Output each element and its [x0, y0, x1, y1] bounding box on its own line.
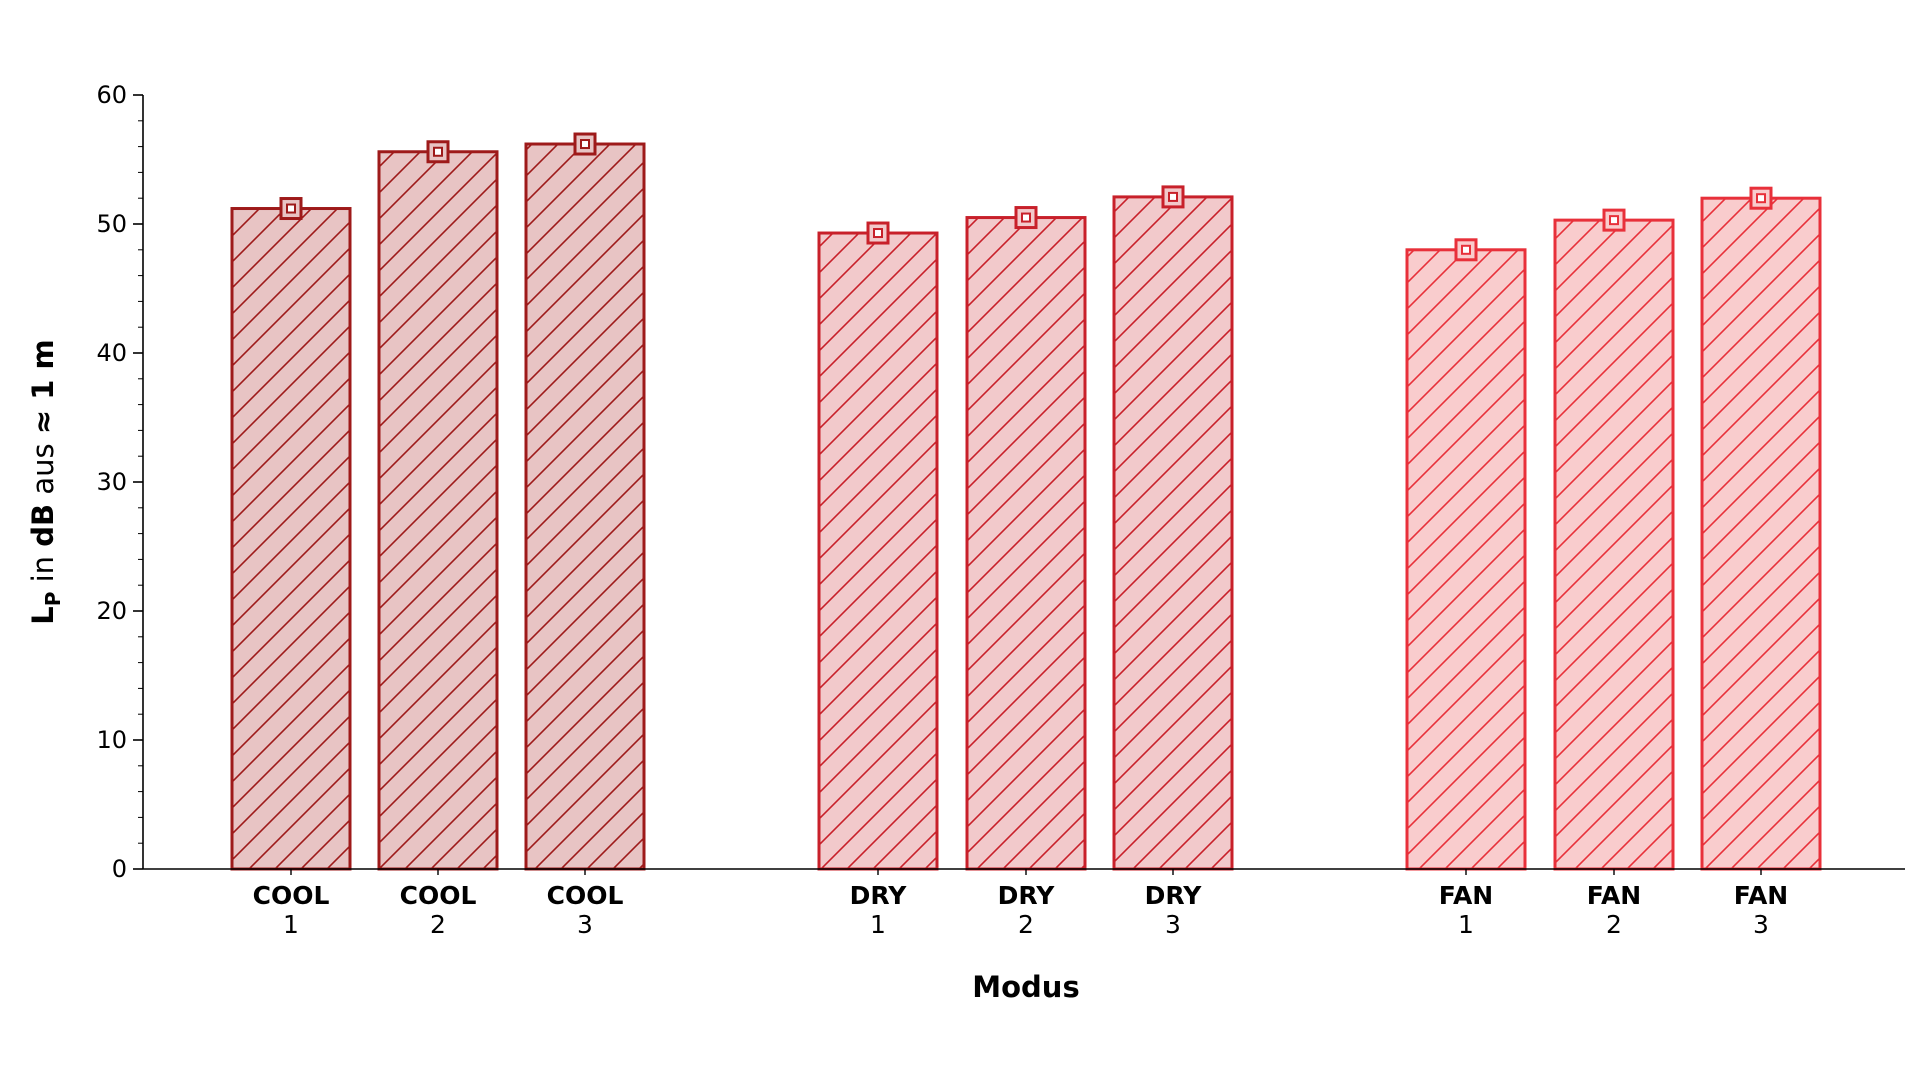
x-tick-label-mode: DRY: [998, 881, 1056, 910]
y-axis-title-part: dB: [26, 504, 60, 547]
marker-fan-2: [1602, 208, 1626, 232]
y-axis-title-part: ≈ 1 m: [26, 339, 60, 434]
y-tick-label: 10: [96, 726, 127, 754]
marker-inner: [286, 203, 296, 214]
x-tick-label-mode: DRY: [850, 881, 908, 910]
bar-cool-2: [377, 150, 499, 871]
x-tick-label-level: 3: [577, 910, 593, 939]
y-tick-label: 30: [96, 468, 127, 496]
bar-fan-2: [1553, 218, 1675, 871]
bar-cool-3: [524, 142, 646, 871]
labels-group: 0102030405060COOL1COOL2COOL3DRY1DRY2DRY3…: [26, 81, 1788, 1004]
x-tick-label-level: 2: [1606, 910, 1622, 939]
marker-dry-2: [1014, 206, 1038, 230]
x-tick-label-level: 3: [1753, 910, 1769, 939]
bar-cool-1: [230, 207, 352, 871]
x-tick-label-mode: COOL: [253, 881, 330, 910]
x-tick-label-level: 1: [870, 910, 886, 939]
marker-inner: [1168, 191, 1178, 202]
x-tick-label-level: 1: [283, 910, 299, 939]
bar-dry-1: [817, 231, 939, 871]
marker-inner: [1021, 212, 1031, 223]
marker-dry-1: [866, 221, 890, 245]
x-tick-label-level: 1: [1458, 910, 1474, 939]
y-axis-title-part: P: [41, 592, 65, 607]
marker-cool-1: [279, 197, 303, 221]
y-tick-label: 60: [96, 81, 127, 109]
bar-dry-3: [1112, 195, 1234, 871]
marker-inner: [1461, 244, 1471, 255]
x-tick-label-mode: COOL: [400, 881, 477, 910]
bar-fan-3: [1700, 196, 1822, 871]
marker-inner: [873, 228, 883, 239]
y-tick-label: 20: [96, 597, 127, 625]
y-tick-label: 50: [96, 210, 127, 238]
marker-inner: [433, 146, 443, 157]
x-tick-label-level: 2: [430, 910, 446, 939]
y-tick-label: 40: [96, 339, 127, 367]
bars-group: [230, 142, 1822, 871]
x-tick-label-mode: FAN: [1439, 881, 1493, 910]
x-tick-label-mode: DRY: [1145, 881, 1203, 910]
bar-dry-2: [965, 216, 1087, 871]
marker-cool-3: [573, 132, 597, 156]
marker-fan-1: [1454, 238, 1478, 262]
x-axis-title: Modus: [972, 970, 1079, 1004]
marker-cool-2: [426, 140, 450, 164]
markers-group: [279, 132, 1773, 262]
y-axis-title: LP in dB aus ≈ 1 m: [26, 339, 65, 625]
marker-inner: [1609, 215, 1619, 226]
y-axis-title-part: aus: [26, 434, 60, 504]
x-tick-label-mode: FAN: [1734, 881, 1788, 910]
marker-inner: [1756, 193, 1766, 204]
axes-group: [133, 94, 1905, 875]
x-tick-label-mode: FAN: [1587, 881, 1641, 910]
marker-inner: [580, 139, 590, 150]
y-axis-title-part: in: [26, 547, 60, 592]
marker-fan-3: [1749, 186, 1773, 210]
x-tick-label-level: 3: [1165, 910, 1181, 939]
bar-fan-1: [1405, 248, 1527, 871]
x-tick-label-mode: COOL: [547, 881, 624, 910]
y-axis-title-part: L: [26, 606, 60, 624]
y-tick-label: 0: [112, 855, 127, 883]
x-tick-label-level: 2: [1018, 910, 1034, 939]
marker-dry-3: [1161, 185, 1185, 209]
